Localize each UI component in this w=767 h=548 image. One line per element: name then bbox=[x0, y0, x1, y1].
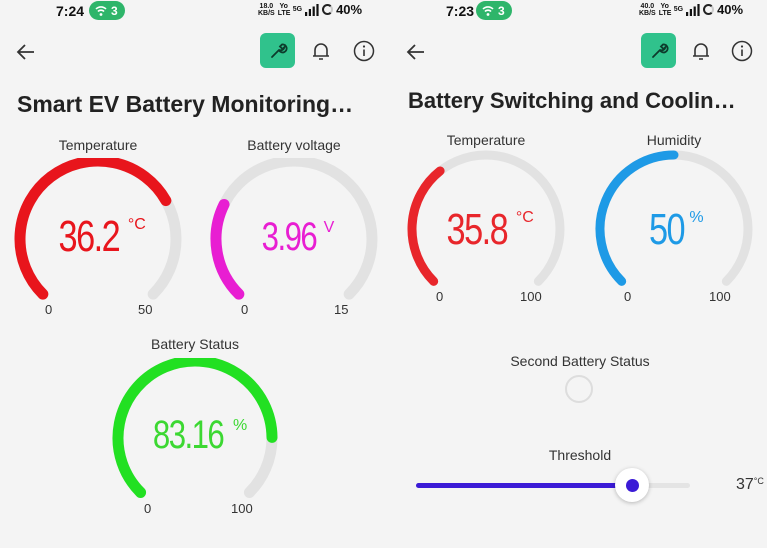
app-bar bbox=[386, 33, 767, 71]
bell-icon[interactable] bbox=[309, 39, 333, 63]
app-bar bbox=[0, 33, 386, 71]
gauge-min: 0 bbox=[624, 289, 632, 304]
temperature-gauge bbox=[407, 150, 565, 286]
temperature-unit: °C bbox=[515, 209, 534, 226]
network-type: 5G bbox=[292, 6, 303, 13]
signal-icon bbox=[686, 3, 700, 16]
right-screen: 7:23 3 40.0 KB/S Yo LTE 5G 40% Battery Sw… bbox=[386, 0, 767, 548]
humidity-gauge bbox=[595, 150, 753, 286]
speed-unit: KB/S bbox=[258, 9, 275, 17]
battery-percent: 40% bbox=[717, 2, 744, 17]
slider-fill bbox=[416, 482, 633, 488]
wrench-icon bbox=[651, 43, 669, 58]
back-arrow-icon[interactable] bbox=[404, 39, 430, 65]
gauge-title-temperature: Temperature bbox=[58, 137, 138, 153]
voltage-unit: V bbox=[323, 219, 335, 236]
threshold-number: 37 bbox=[736, 476, 754, 493]
gauge-value-arc bbox=[407, 166, 445, 286]
battery-status-number: 83.16 bbox=[152, 413, 225, 457]
status-time: 7:23 bbox=[446, 3, 475, 19]
gauge-min: 0 bbox=[436, 289, 444, 304]
second-battery-status-label: Second Battery Status bbox=[510, 353, 650, 369]
status-bar: 7:23 3 40.0 KB/S Yo LTE 5G 40% bbox=[386, 0, 767, 24]
temperature-value: 36.2 °C bbox=[28, 212, 168, 262]
gauge-max: 50 bbox=[138, 302, 153, 317]
slider-thumb[interactable] bbox=[615, 468, 650, 502]
temperature-number: 36.2 bbox=[58, 212, 121, 261]
battery-voltage-gauge bbox=[210, 158, 378, 300]
gauge-title-humidity: Humidity bbox=[646, 132, 702, 148]
battery-status-gauge bbox=[112, 358, 278, 498]
settings-wrench-button[interactable] bbox=[641, 33, 676, 68]
back-arrow-icon[interactable] bbox=[14, 39, 40, 65]
humidity-value: 50% bbox=[604, 205, 744, 255]
threshold-slider[interactable] bbox=[416, 468, 690, 502]
wrench-icon bbox=[270, 43, 288, 58]
bell-icon[interactable] bbox=[689, 39, 713, 63]
wifi-hotspot-icon bbox=[95, 5, 107, 16]
info-icon[interactable] bbox=[730, 39, 754, 63]
hotspot-count: 3 bbox=[111, 3, 118, 18]
system-icons: 40.0 KB/S Yo LTE 5G 40% bbox=[639, 2, 743, 17]
gauge-max: 100 bbox=[231, 501, 253, 516]
gauge-min: 0 bbox=[144, 501, 152, 516]
system-icons: 18.0 KB/S Yo LTE 5G 40% bbox=[258, 2, 362, 17]
voltage-number: 3.96 bbox=[261, 215, 317, 259]
gauge-title-battery-status: Battery Status bbox=[151, 336, 239, 352]
temperature-value: 35.8 °C bbox=[416, 205, 556, 255]
page-title: Battery Switching and Coolin… bbox=[408, 88, 736, 113]
status-bar: 7:24 3 18.0 KB/S Yo LTE 5G 40% bbox=[0, 0, 386, 24]
settings-wrench-button[interactable] bbox=[260, 33, 295, 68]
battery-percent: 40% bbox=[336, 2, 363, 17]
second-battery-status-indicator bbox=[565, 375, 593, 403]
network-type: 5G bbox=[673, 6, 684, 13]
slider-thumb-dot bbox=[625, 478, 639, 492]
data-speed: 40.0 KB/S bbox=[639, 3, 656, 17]
gauge-min: 0 bbox=[45, 302, 53, 317]
gauge-value-arc bbox=[112, 358, 278, 498]
battery-status-unit: % bbox=[232, 417, 248, 434]
humidity-number: 50 bbox=[649, 205, 686, 254]
gauge-max: 100 bbox=[520, 289, 542, 304]
battery-voltage-value: 3.96 V bbox=[224, 215, 364, 260]
volte-indicator: Yo LTE bbox=[658, 2, 672, 17]
hotspot-badge: 3 bbox=[89, 1, 125, 20]
hotspot-badge: 3 bbox=[476, 1, 512, 20]
temperature-gauge bbox=[14, 158, 182, 300]
gauge-title-temperature: Temperature bbox=[446, 132, 526, 148]
speed-value: 40.0 bbox=[640, 2, 655, 10]
gauge-title-battery-voltage: Battery voltage bbox=[247, 137, 341, 153]
battery-icon bbox=[322, 4, 334, 15]
gauge-min: 0 bbox=[241, 302, 249, 317]
threshold-value: 37°C bbox=[736, 476, 764, 494]
humidity-unit: % bbox=[689, 209, 704, 226]
data-speed: 18.0 KB/S bbox=[258, 3, 275, 17]
info-icon[interactable] bbox=[352, 39, 376, 63]
gauge-value-arc bbox=[210, 198, 245, 300]
gauge-max: 15 bbox=[334, 302, 349, 317]
wifi-hotspot-icon bbox=[482, 5, 494, 16]
battery-status-value: 83.16% bbox=[125, 413, 265, 458]
temperature-number: 35.8 bbox=[446, 205, 509, 254]
threshold-unit: °C bbox=[753, 476, 764, 486]
left-screen: 7:24 3 18.0 KB/S Yo LTE 5G 40% Smart EV B… bbox=[0, 0, 386, 516]
volte-indicator: Yo LTE bbox=[277, 2, 291, 17]
hotspot-count: 3 bbox=[498, 3, 505, 18]
gauge-value-arc bbox=[595, 150, 679, 286]
page-title: Smart EV Battery Monitoring… bbox=[17, 91, 354, 117]
speed-unit: KB/S bbox=[639, 9, 656, 17]
status-time: 7:24 bbox=[56, 3, 85, 19]
threshold-label: Threshold bbox=[548, 447, 612, 463]
battery-icon bbox=[703, 4, 715, 15]
gauge-value-arc bbox=[14, 158, 172, 300]
signal-icon bbox=[305, 3, 319, 16]
gauge-max: 100 bbox=[709, 289, 731, 304]
temperature-unit: °C bbox=[127, 216, 146, 233]
speed-value: 18.0 bbox=[259, 2, 274, 10]
